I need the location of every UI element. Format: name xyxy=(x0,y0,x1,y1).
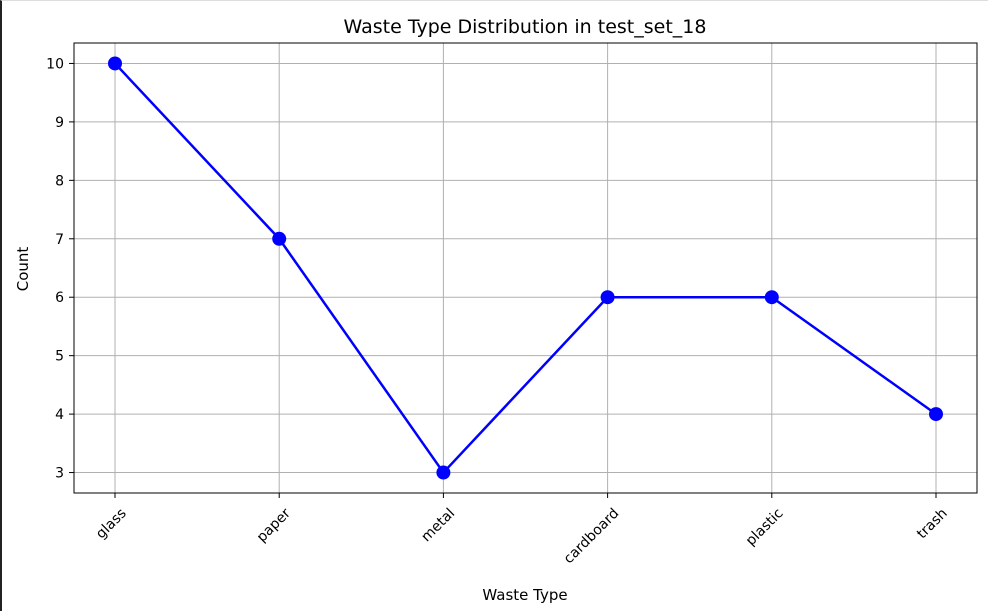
y-tick-label: 6 xyxy=(55,290,64,306)
data-point xyxy=(272,231,287,246)
y-tick-label: 4 xyxy=(55,407,64,423)
series-line xyxy=(114,62,937,474)
x-tick-label: glass xyxy=(93,505,130,542)
data-point xyxy=(600,290,615,305)
series xyxy=(108,56,943,480)
x-tick-label: metal xyxy=(418,505,458,545)
data-point xyxy=(929,407,943,422)
x-axis-label: Waste Type xyxy=(482,586,567,604)
x-tick-label: cardboard xyxy=(561,505,623,567)
chart-title: Waste Type Distribution in test_set_18 xyxy=(344,16,707,38)
y-tick-label: 10 xyxy=(46,56,64,72)
data-point xyxy=(436,465,451,480)
y-axis-label: Count xyxy=(14,247,32,292)
y-tick-label: 9 xyxy=(55,115,64,131)
x-tick-label: trash xyxy=(914,505,951,542)
y-tick-label: 8 xyxy=(55,173,64,189)
y-tick-label: 3 xyxy=(55,466,64,482)
data-point xyxy=(108,56,122,71)
x-tick-label: paper xyxy=(254,505,294,545)
x-tick-label: plastic xyxy=(743,505,787,549)
plot-area xyxy=(73,42,978,494)
y-tick-label: 7 xyxy=(55,232,64,248)
y-tick-label: 5 xyxy=(55,349,64,365)
data-point xyxy=(764,290,779,305)
grid xyxy=(74,43,977,493)
